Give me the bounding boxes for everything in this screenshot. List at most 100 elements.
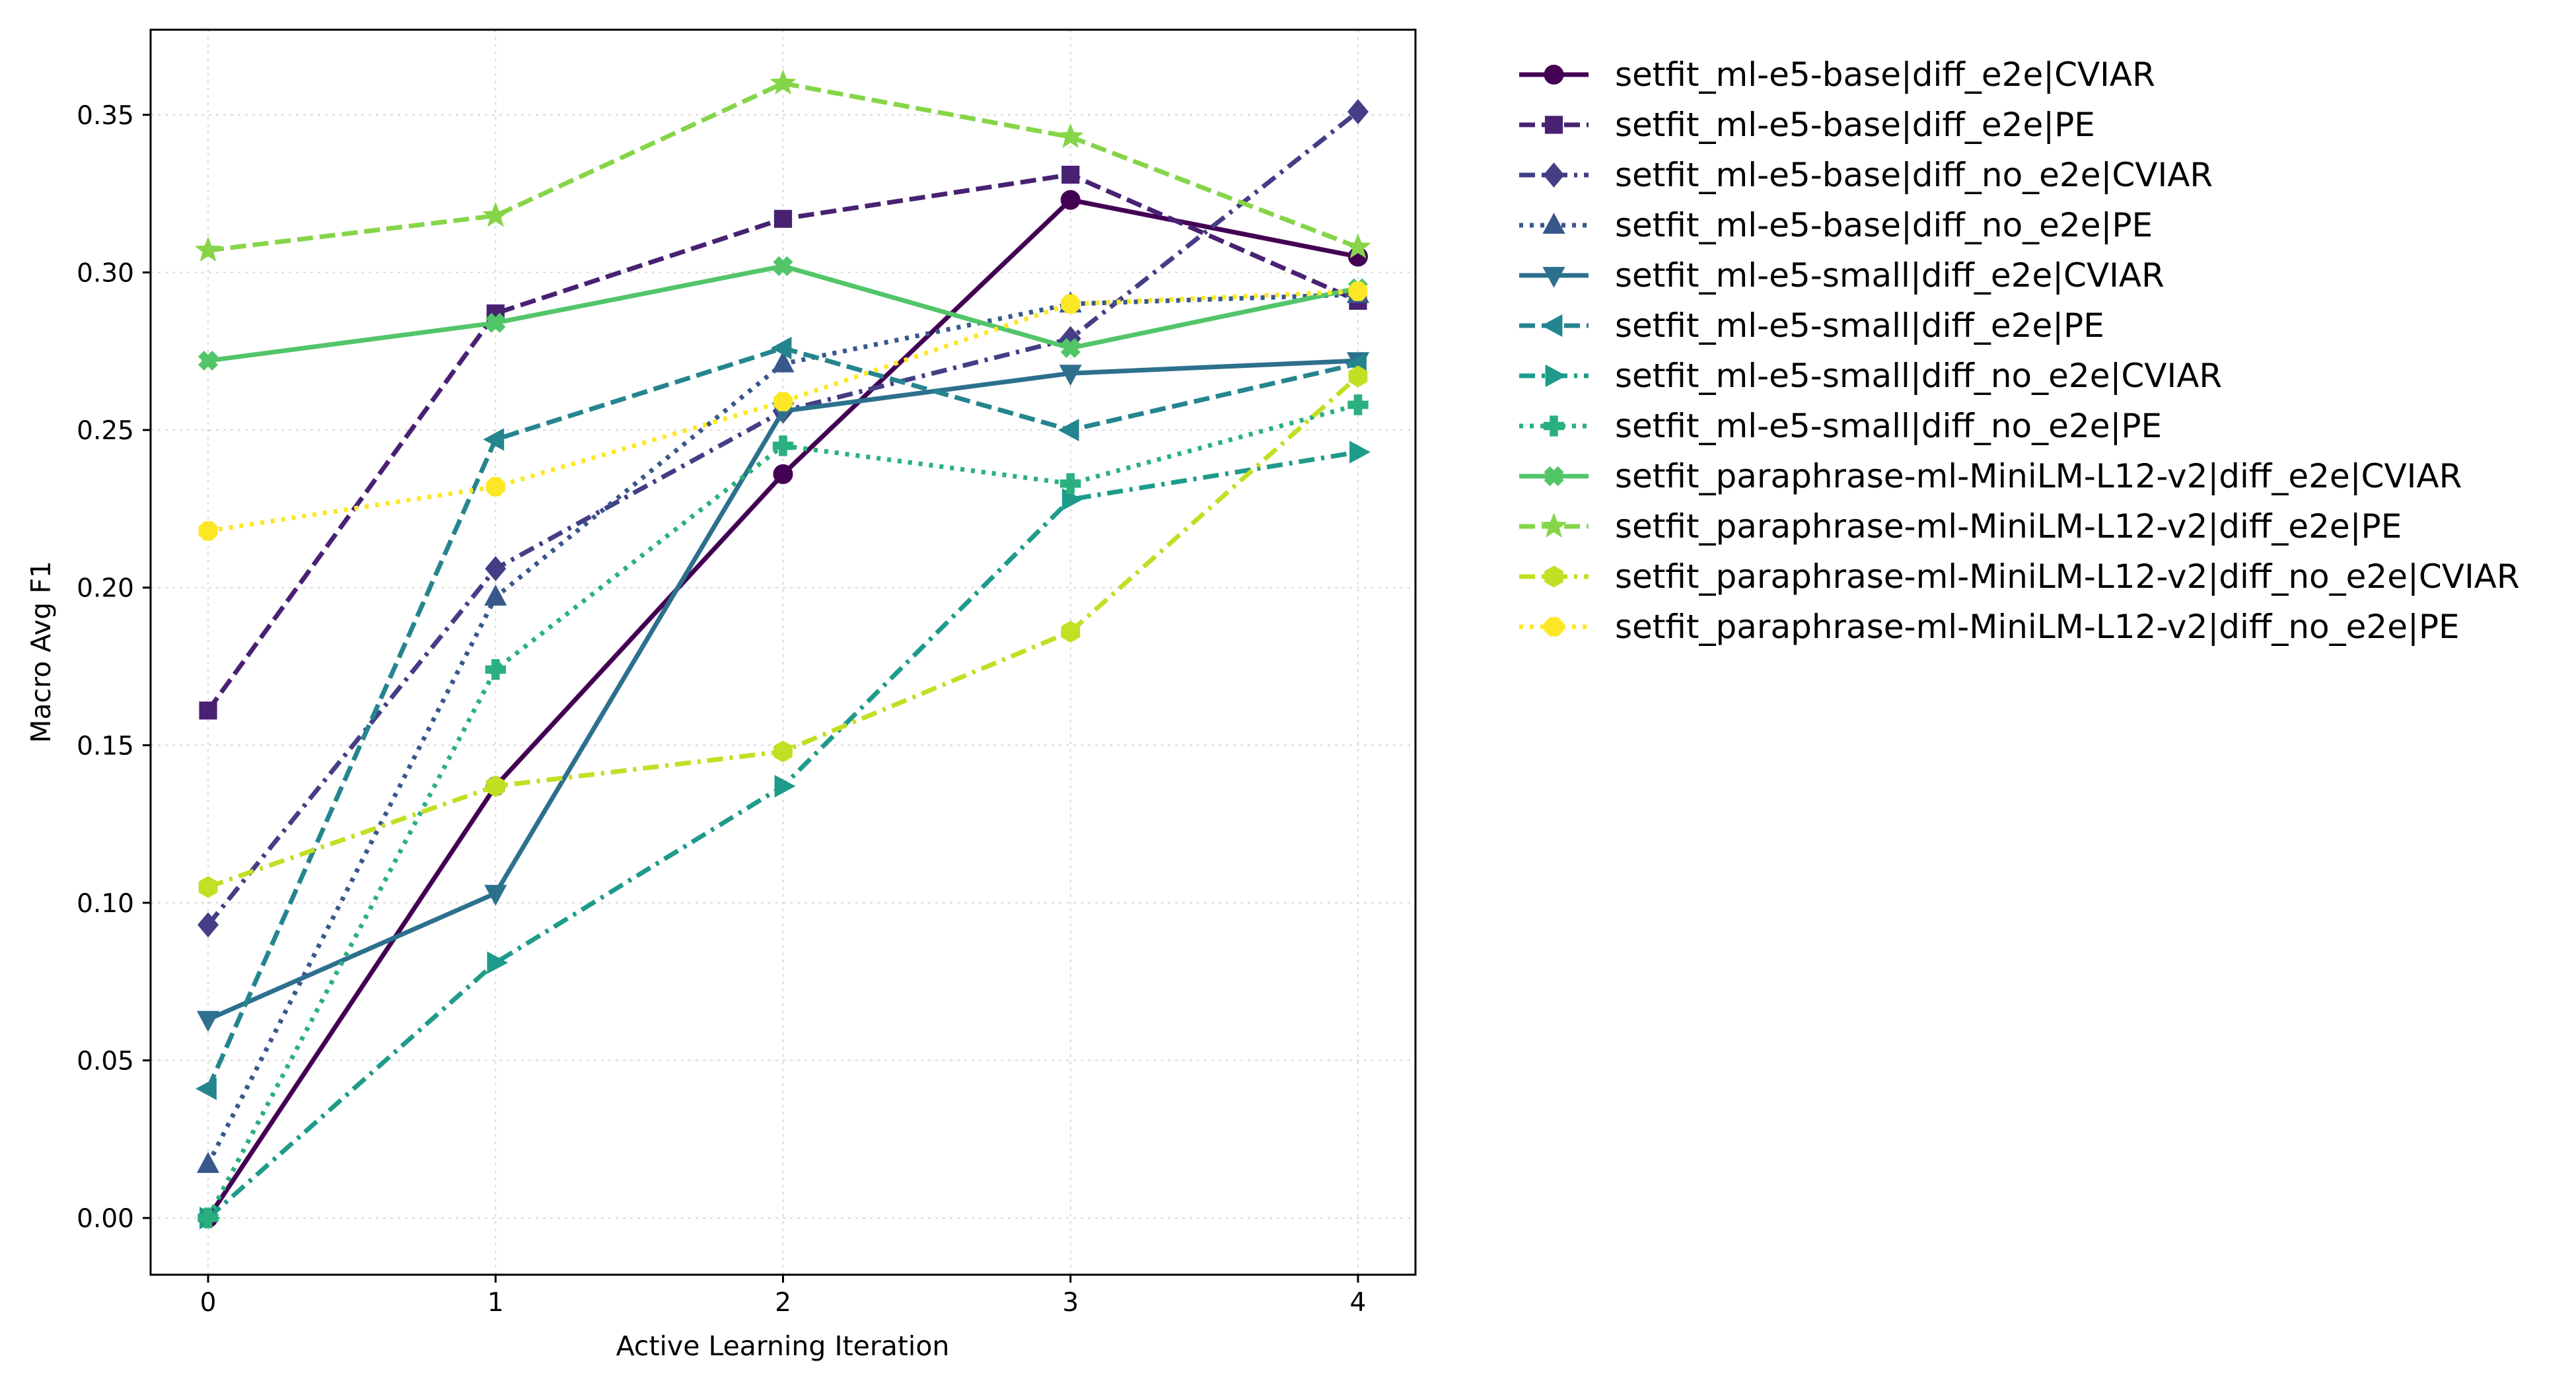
legend-item: setfit_paraphrase-ml-MiniLM-L12-v2|diff_… — [1519, 608, 2460, 646]
legend-marker — [1542, 213, 1565, 234]
legend-item: setfit_paraphrase-ml-MiniLM-L12-v2|diff_… — [1519, 507, 2402, 546]
legend-label: setfit_ml-e5-base|diff_e2e|CVIAR — [1615, 55, 2155, 94]
data-point — [773, 740, 793, 763]
data-point — [1059, 365, 1082, 386]
legend-label: setfit_paraphrase-ml-MiniLM-L12-v2|diff_… — [1615, 457, 2462, 495]
legend: setfit_ml-e5-base|diff_e2e|CVIAR setfit_m… — [1519, 55, 2520, 646]
x-axis-label: Active Learning Iteration — [616, 1330, 950, 1362]
x-tick-label: 0 — [200, 1288, 217, 1318]
legend-label: setfit_ml-e5-small|diff_e2e|CVIAR — [1615, 256, 2165, 295]
series-7 — [197, 394, 1369, 1228]
data-point — [485, 775, 505, 797]
data-point — [1348, 281, 1368, 301]
legend-item: setfit_ml-e5-small|diff_e2e|CVIAR — [1519, 256, 2165, 295]
data-point — [769, 69, 797, 95]
legend-marker — [1545, 364, 1567, 388]
data-point — [484, 884, 507, 906]
data-point — [483, 428, 505, 451]
data-point — [1349, 441, 1371, 464]
data-point — [485, 477, 505, 497]
data-point — [485, 659, 506, 680]
legend-item: setfit_ml-e5-base|diff_no_e2e|PE — [1519, 206, 2153, 244]
legend-marker — [1544, 466, 1564, 487]
data-point — [1347, 394, 1369, 415]
data-point — [482, 201, 509, 227]
legend-marker — [1540, 512, 1567, 538]
legend-marker — [1544, 617, 1564, 637]
data-point — [1347, 99, 1369, 125]
data-point — [1057, 419, 1079, 442]
y-tick-label: 0.10 — [77, 889, 134, 919]
legend-label: setfit_ml-e5-small|diff_e2e|PE — [1615, 306, 2104, 345]
legend-item: setfit_ml-e5-small|diff_no_e2e|CVIAR — [1519, 357, 2222, 395]
legend-label: setfit_ml-e5-small|diff_no_e2e|CVIAR — [1615, 357, 2222, 395]
data-point — [1344, 233, 1371, 259]
series-9 — [195, 69, 1371, 262]
x-tick-label: 4 — [1350, 1288, 1367, 1318]
x-tick-label: 2 — [775, 1288, 791, 1318]
y-axis-label: Macro Avg F1 — [25, 561, 57, 743]
data-point — [484, 585, 507, 606]
grid-lines — [151, 30, 1415, 1275]
data-point — [1061, 488, 1083, 511]
legend-label: setfit_ml-e5-base|diff_no_e2e|PE — [1615, 206, 2153, 244]
data-point — [197, 350, 219, 371]
legend-label: setfit_paraphrase-ml-MiniLM-L12-v2|diff_… — [1615, 608, 2460, 646]
y-tick-label: 0.05 — [77, 1046, 134, 1076]
data-point — [1348, 365, 1368, 388]
data-point — [196, 1011, 220, 1032]
y-tick-label: 0.25 — [77, 416, 134, 446]
data-point — [196, 1077, 217, 1100]
plot-series — [195, 69, 1371, 1230]
legend-item: setfit_paraphrase-ml-MiniLM-L12-v2|diff_… — [1519, 557, 2520, 596]
data-point — [1060, 338, 1081, 359]
data-point — [1061, 165, 1080, 184]
series-line — [207, 289, 1359, 534]
data-point — [773, 256, 793, 277]
legend-marker — [1544, 565, 1563, 588]
legend-label: setfit_ml-e5-base|diff_no_e2e|CVIAR — [1615, 156, 2213, 194]
series-line — [207, 81, 1359, 253]
legend-label: setfit_paraphrase-ml-MiniLM-L12-v2|diff_… — [1615, 557, 2520, 596]
data-point — [198, 521, 218, 541]
legend-marker — [1544, 116, 1563, 134]
legend-item: setfit_ml-e5-base|diff_e2e|PE — [1519, 106, 2095, 144]
legend-item: setfit_ml-e5-small|diff_e2e|PE — [1519, 306, 2104, 345]
data-point — [485, 312, 506, 333]
series-1 — [199, 165, 1367, 720]
y-tick-label: 0.00 — [77, 1204, 134, 1234]
legend-label: setfit_ml-e5-small|diff_no_e2e|PE — [1615, 407, 2162, 445]
y-tick-label: 0.15 — [77, 731, 134, 761]
data-point — [1057, 123, 1084, 149]
legend-marker — [1541, 314, 1563, 338]
data-point — [771, 351, 795, 373]
x-tick-label: 3 — [1062, 1288, 1079, 1318]
series-10 — [198, 365, 1368, 898]
y-tick-label: 0.35 — [77, 101, 134, 131]
legend-item: setfit_ml-e5-base|diff_no_e2e|CVIAR — [1519, 156, 2213, 194]
data-point — [773, 209, 793, 228]
legend-marker — [1544, 65, 1564, 85]
y-tick-label: 0.30 — [77, 258, 134, 288]
data-point — [197, 912, 219, 938]
data-point — [774, 775, 796, 798]
data-point — [773, 392, 793, 411]
data-point — [1060, 473, 1081, 494]
data-point — [198, 876, 218, 898]
legend-label: setfit_ml-e5-base|diff_e2e|PE — [1615, 106, 2095, 144]
x-tick-label: 1 — [487, 1288, 504, 1318]
legend-item: setfit_paraphrase-ml-MiniLM-L12-v2|diff_… — [1519, 457, 2462, 495]
data-point — [195, 236, 222, 262]
data-point — [770, 336, 792, 360]
legend-item: setfit_ml-e5-small|diff_no_e2e|PE — [1519, 407, 2162, 445]
legend-item: setfit_ml-e5-base|diff_e2e|CVIAR — [1519, 55, 2155, 94]
data-point — [1061, 294, 1081, 314]
data-point — [199, 701, 217, 720]
legend-marker — [1543, 162, 1565, 188]
data-point — [487, 951, 509, 974]
y-tick-label: 0.20 — [77, 574, 134, 604]
series-11 — [198, 281, 1368, 541]
axis-ticks: 0 1 2 3 4 0.00 0.05 0.10 0.15 0.20 0.25 0.30 0.35 — [77, 101, 1366, 1318]
series-6 — [199, 441, 1371, 1230]
